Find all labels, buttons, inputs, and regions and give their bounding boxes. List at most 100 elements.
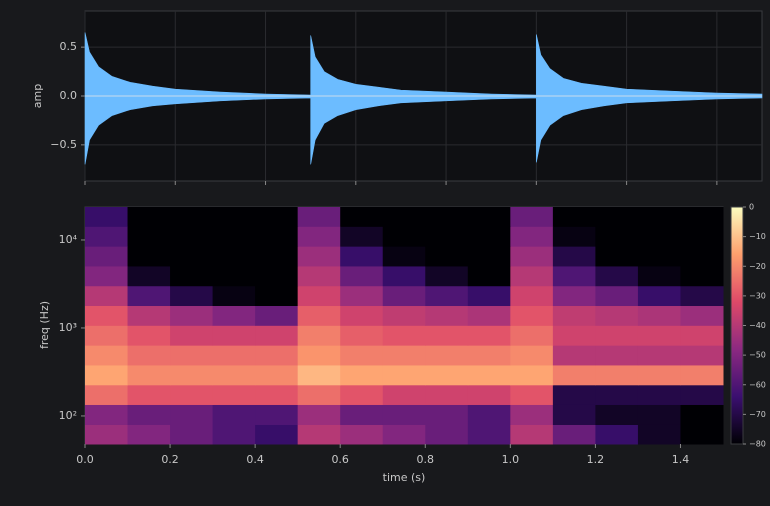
spectrogram-cell <box>85 305 129 326</box>
spectrogram-cell <box>425 226 469 247</box>
waveform-envelope <box>84 32 763 97</box>
spectrogram-cell <box>637 364 681 386</box>
spectrogram-cell <box>510 207 554 227</box>
spectrogram-cell <box>510 305 554 326</box>
spectrogram-cell <box>255 345 299 366</box>
spectrogram-cell <box>297 207 341 227</box>
spectrogram-cell <box>85 246 129 267</box>
spectrogram-cell <box>255 285 299 307</box>
spectrogram-cell <box>170 226 214 247</box>
spectrogram-cell <box>297 364 341 386</box>
spectrogram-cell <box>637 207 681 227</box>
spectrogram-cell <box>467 246 511 267</box>
spectrogram-cell <box>127 345 171 366</box>
spectrogram-cell <box>340 207 384 227</box>
spectrogram-cell <box>467 265 511 287</box>
spectrogram-cell <box>340 364 384 386</box>
spectrogram-cell <box>340 345 384 366</box>
spectrogram-cell <box>340 325 384 346</box>
spectrogram-cell <box>680 246 724 267</box>
spectrogram-cell <box>425 246 469 267</box>
spectrogram-cell <box>255 325 299 346</box>
spectrogram-cell <box>382 226 426 247</box>
spectrogram-cell <box>595 285 639 307</box>
spectrogram-cell <box>425 424 469 445</box>
spectrogram-cell <box>85 345 129 366</box>
spectrogram-cell <box>255 424 299 445</box>
y-tick-label: 10³ <box>59 321 77 334</box>
spectrogram-cell <box>595 325 639 346</box>
colorbar-tick-label: −20 <box>749 262 766 271</box>
spectrogram-cell <box>297 285 341 307</box>
spectrogram-cell <box>85 404 129 425</box>
spectrogram-cell <box>212 226 256 247</box>
spectrogram-cell <box>680 226 724 247</box>
spectrogram-cell <box>552 246 596 267</box>
spectrogram-cell <box>340 265 384 287</box>
spectrogram-cell <box>637 226 681 247</box>
spectrogram-cell <box>552 325 596 346</box>
spectrogram-cell <box>340 424 384 445</box>
spectrogram-cell <box>127 246 171 267</box>
spectrogram-cell <box>510 226 554 247</box>
spectrogram-cell <box>467 384 511 405</box>
spectrogram-cell <box>297 325 341 346</box>
spectrogram-cell <box>552 265 596 287</box>
spectrogram-cell <box>170 345 214 366</box>
spectrogram-cell <box>510 424 554 445</box>
spectrogram-cell <box>212 384 256 405</box>
spectrogram-cell <box>170 325 214 346</box>
spectrogram-cell <box>680 285 724 307</box>
spectrogram-cell <box>340 285 384 307</box>
spectrogram-cell <box>297 246 341 267</box>
spectrogram-cell <box>637 404 681 425</box>
colorbar-tick-label: 0 <box>749 203 754 212</box>
spectrogram-cell <box>170 305 214 326</box>
spectrogram-cell <box>467 226 511 247</box>
spectrogram-cell <box>382 424 426 445</box>
spectrogram-cell <box>680 305 724 326</box>
spectrogram-cell <box>170 364 214 386</box>
spectrogram-cell <box>552 226 596 247</box>
spectrogram-cell <box>425 404 469 425</box>
spectrogram-cell <box>212 265 256 287</box>
spectrogram-cell <box>85 384 129 405</box>
spectrogram-cell <box>255 305 299 326</box>
spectrogram-cell <box>170 207 214 227</box>
spectrogram-cell <box>425 345 469 366</box>
colorbar <box>730 206 744 445</box>
spectrogram-cell <box>382 364 426 386</box>
spectrogram-cell <box>170 265 214 287</box>
spectrogram-cell <box>85 325 129 346</box>
spectrogram-cell <box>170 246 214 267</box>
spectrogram-cell <box>510 285 554 307</box>
spectrogram-cell <box>680 325 724 346</box>
spectrogram-cell <box>297 265 341 287</box>
spectrogram-cell <box>85 364 129 386</box>
spectrogram-cell <box>212 424 256 445</box>
spectrogram-cell <box>255 207 299 227</box>
y-axis-label: freq (Hz) <box>38 301 51 349</box>
spectrogram-cell <box>510 384 554 405</box>
spectrogram-cell <box>595 226 639 247</box>
spectrogram-cell <box>297 404 341 425</box>
spectrogram-cell <box>467 345 511 366</box>
spectrogram-cell <box>510 404 554 425</box>
spectrogram-cell <box>212 207 256 227</box>
spectrogram-cell <box>637 345 681 366</box>
x-tick-label: 1.0 <box>502 453 520 466</box>
spectrogram-cell <box>382 265 426 287</box>
spectrogram-cell <box>255 364 299 386</box>
spectrogram-cell <box>680 384 724 405</box>
spectrogram-cell <box>680 404 724 425</box>
spectrogram-cell <box>552 404 596 425</box>
spectrogram-cell <box>425 325 469 346</box>
spectrogram-cell <box>467 424 511 445</box>
spectrogram-cell <box>552 305 596 326</box>
spectrogram-cell <box>637 285 681 307</box>
spectrogram-cell <box>212 305 256 326</box>
spectrogram-cell <box>85 265 129 287</box>
spectrogram-cell <box>595 384 639 405</box>
y-tick-label: 10⁴ <box>59 233 78 246</box>
